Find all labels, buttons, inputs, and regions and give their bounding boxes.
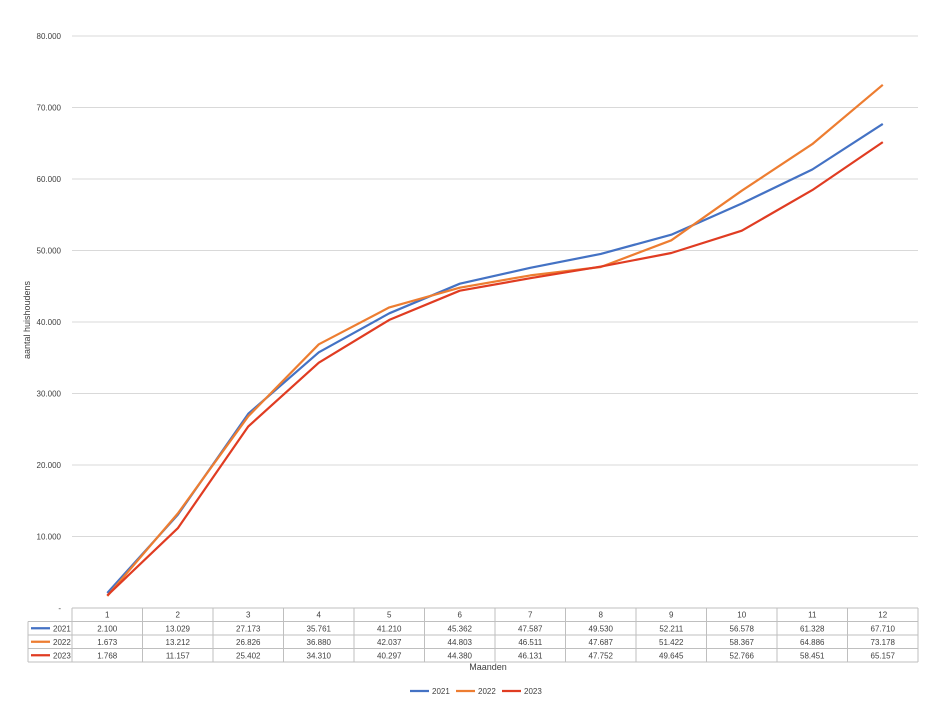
legend-label: 2023 (524, 687, 542, 696)
data-label: 44.380 (448, 651, 473, 660)
data-label: 1.673 (97, 638, 118, 647)
y-tick-label: 10.000 (37, 533, 62, 542)
table-series-name: 2022 (53, 638, 71, 647)
data-label: 49.645 (659, 651, 684, 660)
data-label: 52.211 (659, 624, 683, 633)
x-tick-label: 3 (246, 611, 251, 620)
x-tick-label: 9 (669, 611, 674, 620)
y-tick-label: 30.000 (37, 390, 62, 399)
y-tick-label: - (58, 604, 61, 613)
table-series-name: 2023 (53, 651, 71, 660)
data-label: 35.761 (307, 624, 332, 633)
data-label: 47.752 (589, 651, 614, 660)
y-axis-label: aantal huishoudens (22, 280, 32, 359)
data-label: 65.157 (871, 651, 896, 660)
data-label: 13.212 (166, 638, 191, 647)
data-label: 11.157 (166, 651, 190, 660)
table-series-name: 2021 (53, 624, 71, 633)
data-label: 45.362 (448, 624, 473, 633)
data-label: 51.422 (659, 638, 684, 647)
y-tick-label: 20.000 (37, 461, 62, 470)
data-label: 52.766 (730, 651, 755, 660)
data-label: 41.210 (377, 624, 402, 633)
data-label: 47.687 (589, 638, 614, 647)
gridlines (72, 35, 918, 537)
data-label: 1.768 (97, 651, 118, 660)
data-label: 13.029 (166, 624, 191, 633)
x-tick-label: 2 (176, 611, 181, 620)
data-label: 42.037 (377, 638, 402, 647)
data-label: 46.131 (518, 651, 543, 660)
data-label: 73.178 (871, 638, 896, 647)
data-label: 67.710 (871, 624, 896, 633)
x-axis-label: Maanden (469, 662, 507, 672)
series-line-2021 (106, 122, 884, 594)
y-tick-label: 40.000 (37, 318, 62, 327)
data-label: 44.803 (448, 638, 473, 647)
legend-label: 2021 (432, 687, 450, 696)
plot-area (106, 83, 884, 597)
data-label: 26.826 (236, 638, 261, 647)
data-label: 46.511 (518, 638, 542, 647)
legend: 2021 2022 2023 (410, 687, 542, 696)
data-label: 36.880 (307, 638, 332, 647)
x-tick-label: 7 (528, 611, 533, 620)
x-tick-label: 1 (105, 611, 110, 620)
legend-label: 2022 (478, 687, 496, 696)
x-tick-label: 10 (737, 611, 746, 620)
data-label: 34.310 (307, 651, 332, 660)
y-tick-label: 60.000 (37, 175, 62, 184)
x-tick-label: 5 (387, 611, 392, 620)
data-label: 64.886 (800, 638, 825, 647)
y-tick-label: 80.000 (37, 32, 62, 41)
series-line-2023 (106, 141, 884, 597)
x-tick-label: 12 (878, 611, 887, 620)
data-label: 47.587 (518, 624, 543, 633)
x-tick-label: 4 (317, 611, 322, 620)
series-line-2022 (106, 83, 884, 597)
data-label: 56.578 (730, 624, 755, 633)
data-label: 61.328 (800, 624, 825, 633)
x-tick-label: 8 (599, 611, 604, 620)
data-label: 58.451 (800, 651, 825, 660)
data-label: 25.402 (236, 651, 261, 660)
y-tick-label: 70.000 (37, 104, 62, 113)
data-label: 49.530 (589, 624, 614, 633)
data-label: 58.367 (730, 638, 755, 647)
x-tick-label: 6 (458, 611, 463, 620)
data-label: 2.100 (97, 624, 118, 633)
data-label: 40.297 (377, 651, 402, 660)
y-axis: - 10.000 20.000 30.000 40.000 50.000 60.000 70.… (37, 32, 62, 613)
data-label: 27.173 (236, 624, 261, 633)
x-tick-label: 11 (808, 611, 817, 620)
y-tick-label: 50.000 (37, 247, 62, 256)
